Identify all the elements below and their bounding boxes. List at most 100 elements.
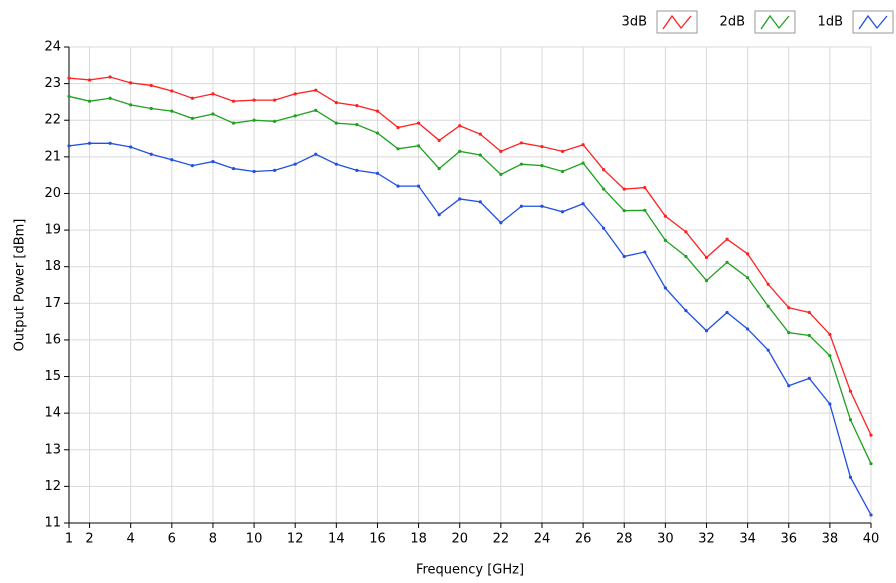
data-point (458, 149, 462, 153)
data-point (375, 131, 380, 135)
data-point (129, 103, 133, 107)
data-point (252, 118, 256, 122)
data-point (149, 83, 153, 88)
legend-label: 1dB (818, 15, 843, 30)
data-point (807, 376, 811, 380)
data-point (211, 160, 215, 164)
data-point (108, 75, 112, 79)
data-point (334, 101, 338, 105)
data-point (602, 187, 606, 191)
data-point (149, 106, 153, 111)
data-point (540, 204, 544, 208)
y-tick-label: 14 (44, 406, 61, 421)
y-tick-label: 23 (44, 76, 61, 91)
data-point (170, 89, 174, 93)
x-tick-label: 18 (410, 532, 427, 547)
data-point (499, 221, 503, 225)
x-tick-label: 8 (209, 532, 217, 547)
data-point (437, 213, 441, 217)
data-point (602, 226, 606, 230)
y-tick-label: 19 (44, 223, 61, 238)
y-tick-label: 16 (44, 332, 61, 347)
data-point (293, 92, 297, 96)
y-tick-label: 12 (44, 479, 61, 494)
data-point (190, 96, 194, 100)
data-point (129, 81, 133, 85)
x-tick-label: 40 (863, 532, 880, 547)
data-point (807, 310, 811, 315)
data-point (622, 254, 626, 259)
data-point (746, 327, 750, 331)
x-tick-label: 16 (369, 532, 386, 547)
x-tick-label: 28 (616, 532, 633, 547)
y-tick-label: 24 (44, 40, 61, 55)
data-point (540, 164, 544, 168)
y-tick-label: 13 (44, 442, 61, 457)
y-tick-label: 18 (44, 259, 61, 274)
data-point (108, 96, 112, 100)
data-point (766, 304, 770, 308)
x-tick-label: 20 (451, 532, 468, 547)
data-point (273, 98, 277, 102)
data-point (314, 108, 318, 112)
data-point (231, 166, 236, 171)
data-point (478, 132, 482, 136)
data-point (170, 158, 174, 162)
data-point (704, 329, 709, 333)
data-point (273, 119, 277, 123)
data-point (602, 168, 606, 172)
y-tick-label: 22 (44, 113, 61, 128)
data-point (828, 332, 832, 337)
data-point (499, 172, 503, 177)
data-point (869, 433, 873, 437)
data-point (149, 152, 153, 156)
data-point (458, 124, 462, 128)
series-line (68, 76, 872, 436)
data-point (458, 197, 462, 201)
x-tick-label: 36 (780, 532, 797, 547)
x-tick-label: 24 (534, 532, 551, 547)
data-point (848, 475, 853, 479)
data-point (67, 94, 71, 99)
data-point (499, 149, 503, 153)
data-point (787, 384, 791, 388)
data-point (725, 260, 729, 264)
data-point (252, 169, 256, 174)
data-point (478, 200, 482, 204)
data-point (67, 76, 71, 80)
data-point (314, 152, 318, 156)
x-tick-label: 38 (822, 532, 839, 547)
data-point (437, 166, 441, 171)
data-point (622, 209, 626, 213)
data-point (684, 309, 688, 313)
data-point (828, 354, 832, 358)
data-point (581, 161, 585, 165)
data-point (848, 389, 853, 393)
data-point (396, 147, 400, 151)
legend-swatch (858, 14, 888, 30)
data-point (746, 276, 750, 280)
y-tick-label: 17 (44, 296, 61, 311)
y-tick-label: 15 (44, 369, 61, 384)
data-point (519, 162, 524, 166)
data-point (560, 210, 565, 214)
data-point (375, 109, 380, 113)
data-point (704, 255, 709, 260)
data-point (416, 121, 421, 125)
data-point (787, 306, 791, 310)
data-point (273, 168, 277, 172)
data-point (581, 143, 585, 147)
data-point (766, 282, 770, 286)
x-tick-label: 1 (65, 532, 73, 547)
data-point (87, 99, 92, 103)
data-point (663, 238, 667, 242)
data-point (869, 513, 873, 517)
data-point (478, 153, 482, 157)
data-point (190, 116, 194, 120)
x-tick-label: 34 (739, 532, 756, 547)
data-point (252, 98, 256, 102)
data-point (87, 78, 92, 82)
data-point (643, 250, 647, 254)
data-point (560, 149, 565, 153)
